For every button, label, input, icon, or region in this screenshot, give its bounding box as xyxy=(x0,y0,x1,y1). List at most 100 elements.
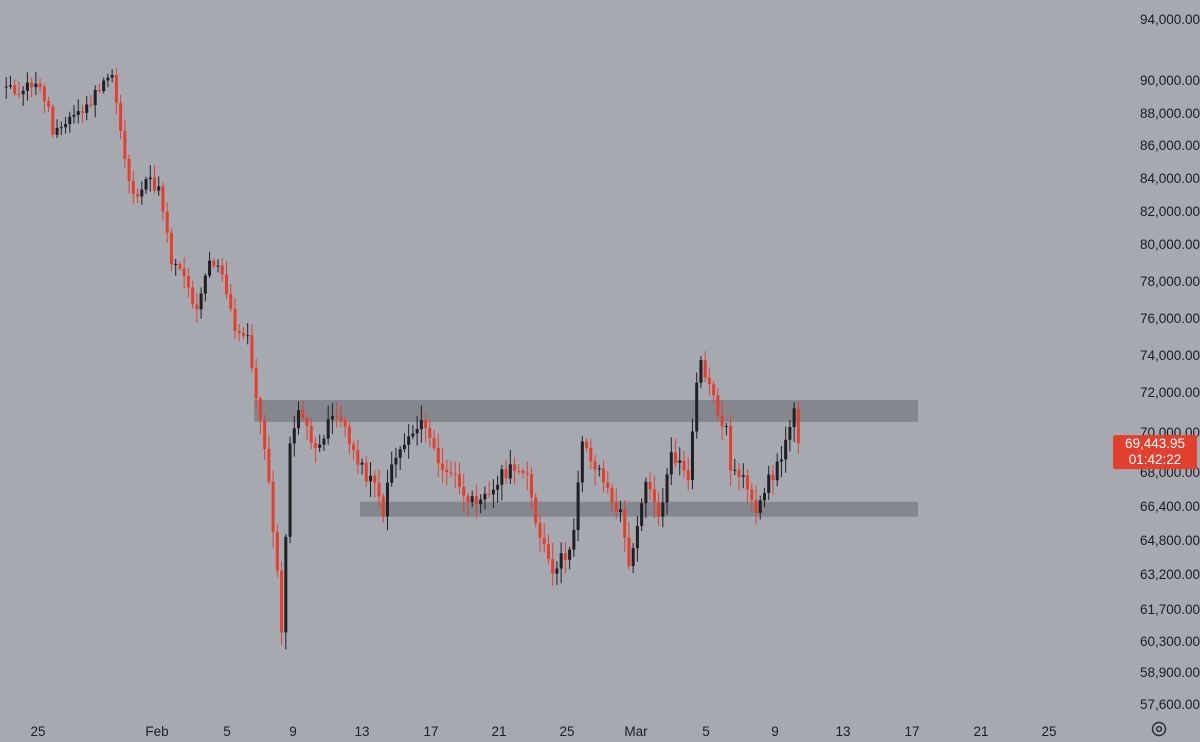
price-tick-label: 90,000.00 xyxy=(1140,73,1200,88)
candle-body xyxy=(102,80,106,92)
candle-body xyxy=(466,495,470,503)
candle xyxy=(347,422,351,455)
time-tick-label: 17 xyxy=(423,724,438,739)
candle xyxy=(275,524,279,578)
candle xyxy=(576,470,580,541)
candle-body xyxy=(686,470,690,480)
price-tick-label: 66,400.00 xyxy=(1140,499,1200,514)
candle xyxy=(322,434,326,451)
price-tick-label: 58,900.00 xyxy=(1140,665,1200,680)
candle-body xyxy=(483,493,487,500)
candle-body xyxy=(648,481,652,490)
candle xyxy=(123,119,127,168)
candle-body xyxy=(301,410,305,418)
candle xyxy=(377,469,381,508)
candle xyxy=(114,68,118,115)
candle-body xyxy=(741,475,745,477)
candle-body xyxy=(199,293,203,310)
time-tick-label: 25 xyxy=(559,724,574,739)
candle xyxy=(457,462,461,495)
candle-body xyxy=(580,441,584,483)
candle-body xyxy=(42,86,46,102)
candle xyxy=(449,461,453,478)
candle-body xyxy=(38,83,42,87)
candle xyxy=(394,447,398,478)
candle-body xyxy=(13,85,17,94)
candle xyxy=(657,491,661,527)
price-tick-label: 72,000.00 xyxy=(1140,385,1200,400)
candle xyxy=(25,72,29,101)
candle xyxy=(750,483,754,512)
candle-body xyxy=(309,425,313,443)
candle-body xyxy=(678,460,682,463)
candle-body xyxy=(216,265,220,267)
candle-body xyxy=(21,90,25,95)
candle-body xyxy=(487,493,491,495)
candle-body xyxy=(136,193,140,197)
candle xyxy=(97,83,101,94)
gear-icon[interactable] xyxy=(1151,721,1167,737)
candle-body xyxy=(762,492,766,501)
candle xyxy=(178,261,182,271)
candle xyxy=(313,437,317,463)
time-axis[interactable]: 25 Feb 5 9 13 17 21 25 Mar 5 9 13 17 21 25 xyxy=(30,724,1056,739)
candle-body xyxy=(585,441,589,448)
candle xyxy=(110,69,114,83)
candle-body xyxy=(576,482,580,531)
candle-body xyxy=(347,426,351,445)
candle-body xyxy=(792,408,796,428)
candle-body xyxy=(292,428,296,444)
candle-body xyxy=(568,549,572,560)
candle xyxy=(775,453,779,487)
candle-body xyxy=(263,420,267,449)
candle xyxy=(385,469,389,531)
candle-body xyxy=(508,464,512,479)
candle xyxy=(288,436,292,544)
candle xyxy=(521,468,525,479)
candle xyxy=(538,514,542,552)
candle xyxy=(779,446,783,477)
candle-body xyxy=(47,101,51,107)
candle-body xyxy=(606,482,610,488)
candle-body xyxy=(703,360,707,378)
candle-body xyxy=(449,472,453,474)
candle-body xyxy=(182,268,186,276)
candle-body xyxy=(513,464,517,471)
candle-body xyxy=(746,475,750,490)
candle xyxy=(229,283,233,313)
candle-body xyxy=(144,179,148,190)
candle xyxy=(72,105,76,124)
candle xyxy=(186,267,190,298)
candle-body xyxy=(110,74,114,78)
candle-body xyxy=(381,496,385,517)
price-tick-label: 88,000.00 xyxy=(1140,106,1200,121)
candle xyxy=(284,534,288,650)
time-tick-label: 25 xyxy=(1041,724,1056,739)
candle xyxy=(93,85,97,118)
candle xyxy=(297,401,301,435)
candle-body xyxy=(169,232,173,265)
candle xyxy=(572,518,576,557)
candle xyxy=(483,486,487,510)
candle-body xyxy=(597,468,601,470)
candle-body xyxy=(364,462,368,482)
candle-body xyxy=(618,509,622,512)
candle xyxy=(174,259,178,276)
candle xyxy=(85,95,89,121)
resistance-zone xyxy=(254,400,918,422)
candle xyxy=(407,424,411,459)
candle xyxy=(597,464,601,477)
candle xyxy=(30,77,34,98)
candle-body xyxy=(559,553,563,569)
candle-body xyxy=(212,260,216,266)
price-axis[interactable]: 94,000.00 90,000.00 88,000.00 86,000.00 84,0… xyxy=(1140,12,1200,712)
candle xyxy=(364,455,368,487)
candle xyxy=(652,475,656,519)
candle xyxy=(631,543,635,574)
candle-body xyxy=(398,449,402,458)
candle-body xyxy=(237,330,241,334)
candle xyxy=(428,419,432,448)
candle-body xyxy=(690,431,694,480)
